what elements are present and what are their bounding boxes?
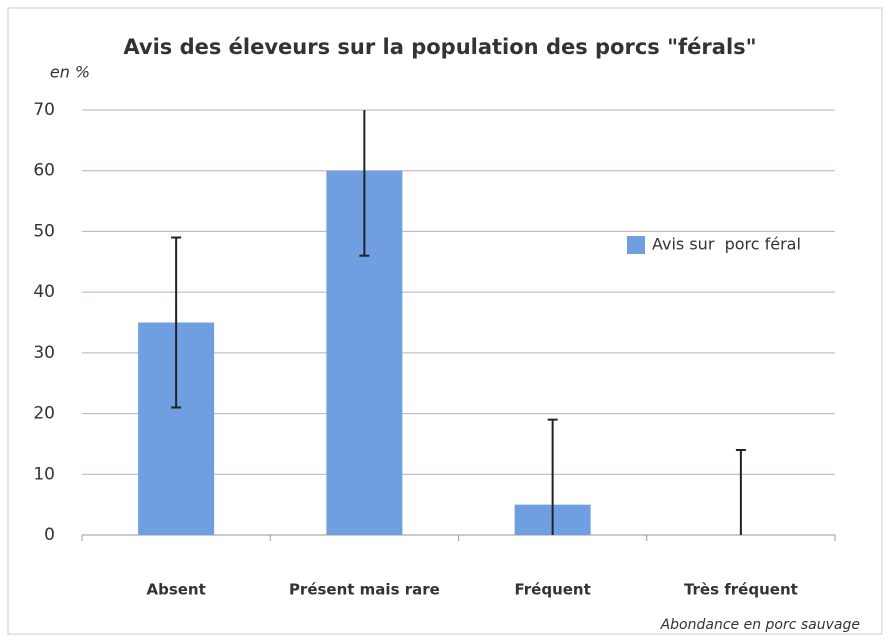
plot-area: [138, 110, 746, 535]
legend-label: Avis sur porc féral: [652, 235, 801, 254]
y-tick-label: 60: [33, 161, 55, 181]
error-bar: [547, 418, 558, 535]
x-tick-label: Fréquent: [514, 581, 590, 599]
x-tick-label: Présent mais rare: [289, 581, 440, 599]
y-tick-label: 40: [33, 282, 55, 302]
x-tick-label: Absent: [146, 581, 205, 599]
y-tick-label: 50: [33, 221, 55, 241]
y-tick-label: 0: [44, 525, 55, 545]
chart-border: [7, 7, 883, 635]
error-bar: [735, 449, 746, 535]
error-bar: [359, 110, 370, 257]
y-tick-label: 10: [33, 464, 55, 484]
x-tick-label: Très fréquent: [684, 581, 798, 599]
y-tick-label: 70: [33, 100, 55, 120]
y-tick-label: 30: [33, 343, 55, 363]
y-axis-label: en %: [50, 63, 90, 82]
y-tick-label: 20: [33, 404, 55, 424]
chart-title: Avis des éleveurs sur la population des …: [123, 35, 756, 59]
legend-swatch: [627, 236, 645, 254]
error-bar: [171, 236, 182, 409]
x-axis-label: Abondance en porc sauvage: [660, 617, 860, 633]
